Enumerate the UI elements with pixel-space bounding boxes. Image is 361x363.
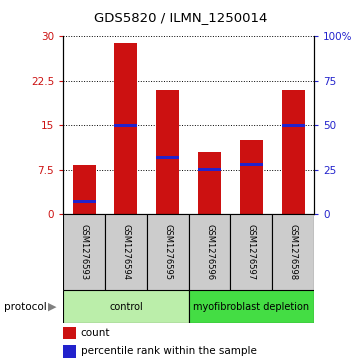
Bar	[63, 327, 76, 339]
Text: count: count	[81, 328, 110, 338]
Bar	[114, 124, 138, 127]
Bar	[73, 200, 96, 203]
Bar	[198, 168, 221, 171]
Bar	[105, 214, 147, 290]
Bar	[156, 90, 179, 214]
Bar	[272, 214, 314, 290]
Bar	[282, 90, 305, 214]
Bar	[230, 214, 272, 290]
Text: GSM1276595: GSM1276595	[163, 224, 172, 280]
Bar	[240, 163, 263, 166]
Bar	[114, 44, 138, 214]
Bar	[198, 152, 221, 214]
Bar	[63, 345, 76, 358]
Bar	[63, 214, 105, 290]
Bar	[63, 290, 188, 323]
Text: GSM1276594: GSM1276594	[121, 224, 130, 280]
Bar	[240, 140, 263, 214]
Text: percentile rank within the sample: percentile rank within the sample	[81, 346, 257, 356]
Text: myofibroblast depletion: myofibroblast depletion	[193, 302, 309, 312]
Bar	[188, 214, 230, 290]
Text: GSM1276597: GSM1276597	[247, 224, 256, 280]
Text: control: control	[109, 302, 143, 312]
Bar	[156, 156, 179, 159]
Bar	[282, 124, 305, 127]
Bar	[73, 165, 96, 214]
Text: GSM1276593: GSM1276593	[79, 224, 88, 280]
Text: ▶: ▶	[48, 302, 57, 312]
Text: protocol: protocol	[4, 302, 46, 312]
Bar	[188, 290, 314, 323]
Text: GSM1276596: GSM1276596	[205, 224, 214, 280]
Text: GDS5820 / ILMN_1250014: GDS5820 / ILMN_1250014	[94, 11, 267, 24]
Text: GSM1276598: GSM1276598	[289, 224, 298, 280]
Bar	[147, 214, 188, 290]
